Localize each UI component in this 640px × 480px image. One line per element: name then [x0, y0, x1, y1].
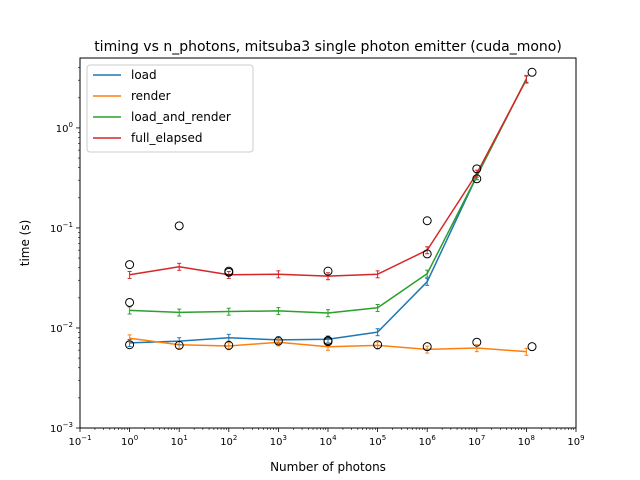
legend-label-load: load: [131, 68, 157, 82]
x-tick-label-7-exponent: 6: [431, 434, 436, 442]
x-tick-label-8-base: 10: [468, 437, 481, 448]
x-tick-label-10: 109: [567, 434, 584, 448]
x-tick-label-0-exponent: −1: [81, 434, 91, 442]
x-tick-label-3-exponent: 2: [233, 434, 237, 442]
outlier-point-12: [373, 340, 383, 350]
outlier-point-8: [273, 336, 283, 346]
x-tick-label-7: 106: [419, 434, 437, 448]
x-tick-label-1-base: 10: [121, 437, 134, 448]
outlier-point-13: [422, 216, 432, 226]
x-tick-label-4-exponent: 3: [283, 434, 287, 442]
x-tick-label-5: 104: [319, 434, 337, 448]
y-tick-label-2-base: 10: [50, 224, 63, 235]
outlier-point-11: [323, 337, 333, 347]
y-tick-label-1-exponent: −2: [63, 321, 73, 329]
outlier-point-16: [472, 164, 482, 174]
outlier-point-1: [125, 297, 135, 307]
outlier-point-7: [224, 340, 234, 350]
x-tick-label-6-exponent: 5: [382, 434, 386, 442]
y-tick-label-2-exponent: −1: [63, 221, 73, 229]
y-tick-label-1-base: 10: [50, 324, 63, 335]
outlier-point-14: [422, 342, 432, 352]
x-tick-label-8-exponent: 7: [481, 434, 485, 442]
x-tick-label-7-base: 10: [419, 437, 432, 448]
outlier-point-18: [472, 337, 482, 347]
x-tick-label-9-base: 10: [518, 437, 531, 448]
outlier-layer: [125, 67, 537, 352]
x-tick-label-3-base: 10: [220, 437, 233, 448]
x-tick-label-9-exponent: 8: [531, 434, 535, 442]
x-tick-label-6: 105: [369, 434, 386, 448]
x-tick-label-0-base: 10: [68, 437, 81, 448]
legend-label-load_and_render: load_and_render: [131, 110, 231, 124]
y-axis-title: time (s): [18, 220, 32, 267]
x-tick-label-1-exponent: 0: [134, 434, 138, 442]
y-tick-label-0-exponent: −3: [63, 421, 73, 429]
x-tick-label-2-base: 10: [171, 437, 184, 448]
x-tick-label-1: 100: [121, 434, 138, 448]
legend-label-render: render: [131, 89, 171, 103]
outlier-point-2: [125, 340, 135, 350]
x-axis: 10−1 100 101 102 103 104 105 106 107 108 109: [68, 428, 585, 448]
y-tick-label-3-exponent: 0: [69, 121, 73, 129]
chart-title: timing vs n_photons, mitsuba3 single pho…: [94, 39, 562, 55]
outlier-point-9: [323, 266, 333, 276]
x-tick-label-9: 108: [518, 434, 535, 448]
x-tick-label-5-exponent: 4: [332, 434, 337, 442]
x-tick-label-5-base: 10: [319, 437, 332, 448]
outlier-point-0: [125, 260, 135, 270]
y-tick-label-0-base: 10: [50, 424, 63, 435]
x-tick-label-8: 107: [468, 434, 485, 448]
x-tick-label-10-exponent: 9: [580, 434, 584, 442]
legend-box: [86, 64, 254, 153]
legend: load render load_and_render full_elapsed: [86, 64, 254, 153]
outlier-point-20: [527, 342, 537, 352]
legend-label-full_elapsed: full_elapsed: [131, 131, 202, 145]
outlier-point-17: [472, 174, 482, 184]
x-tick-label-2-exponent: 1: [183, 434, 187, 442]
x-tick-label-3: 102: [220, 434, 237, 448]
y-tick-label-0: 10−3: [50, 421, 73, 435]
x-tick-label-2: 101: [171, 434, 188, 448]
x-tick-label-4: 103: [270, 434, 287, 448]
outlier-point-6: [224, 267, 234, 277]
outlier-point-4: [174, 340, 184, 350]
x-axis-title: Number of photons: [270, 460, 386, 474]
x-tick-label-4-base: 10: [270, 437, 283, 448]
y-tick-label-3: 100: [56, 121, 73, 135]
y-tick-label-3-base: 10: [56, 124, 69, 135]
y-tick-label-2: 10−1: [50, 221, 73, 235]
outlier-point-3: [174, 221, 184, 231]
x-tick-label-0: 10−1: [68, 434, 91, 448]
x-tick-label-10-base: 10: [567, 437, 580, 448]
outlier-point-15: [422, 249, 432, 259]
outlier-point-19: [527, 67, 537, 77]
y-tick-label-1: 10−2: [50, 321, 73, 335]
x-tick-label-6-base: 10: [369, 437, 382, 448]
